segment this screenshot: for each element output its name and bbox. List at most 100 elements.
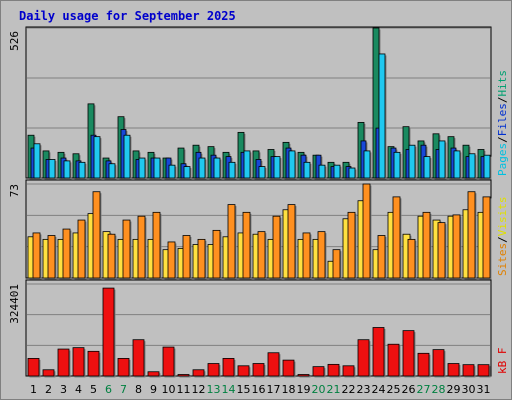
- x-tick-label: 18: [282, 383, 296, 396]
- sites-visits-bar-sites: [317, 231, 326, 279]
- pages-files-hits-bar-pages: [228, 161, 236, 179]
- pages-files-hits-bar-pages: [468, 153, 476, 179]
- kbytes-bar-kb-f: [342, 365, 355, 377]
- sites-visits-bar-sites: [437, 222, 446, 279]
- x-tick-label: 13: [207, 383, 221, 396]
- kbytes-bar-kb-f: [117, 358, 130, 377]
- kbytes-bar-kb-f: [447, 363, 460, 377]
- sites-visits-legend-separator: /: [496, 236, 509, 243]
- pages-files-hits-bar-pages: [183, 166, 191, 179]
- sites-visits-bar-sites: [212, 229, 221, 279]
- sites-visits-bar-sites: [137, 215, 146, 279]
- kbytes-ymax-label: 324401: [8, 284, 21, 324]
- x-tick-label: 31: [477, 383, 491, 396]
- sites-visits-legend: Sites/Visits: [496, 197, 509, 277]
- sites-visits-bar-sites: [287, 204, 296, 279]
- kbytes-bar-kb-f: [162, 346, 175, 377]
- pages-files-hits-bar-pages: [363, 150, 371, 179]
- pages-files-hits-bar-pages: [138, 157, 146, 179]
- x-tick-label: 10: [162, 383, 176, 396]
- pages-files-hits-bar-pages: [318, 164, 326, 179]
- kbytes-bar-kb-f: [282, 359, 295, 377]
- kbytes-bar-kb-f: [462, 364, 475, 377]
- sites-visits-bar-sites: [227, 204, 236, 279]
- kbytes-bar-kb-f: [297, 374, 310, 377]
- sites-visits-bar-sites: [302, 232, 311, 279]
- sites-visits-bar-sites: [32, 232, 41, 279]
- x-tick-label: 11: [177, 383, 191, 396]
- pages-files-hits-bar-pages: [108, 163, 116, 179]
- sites-visits-bar-sites: [242, 211, 251, 279]
- x-tick-label: 5: [90, 383, 97, 396]
- sites-visits-bar-sites: [122, 219, 131, 279]
- x-tick-label: 21: [327, 383, 341, 396]
- sites-visits-bar-sites: [182, 235, 191, 279]
- sites-visits-bar-sites: [92, 191, 101, 279]
- pages-files-hits-bar-pages: [288, 150, 296, 179]
- x-tick-label: 6: [105, 383, 112, 396]
- kbytes-bar-kb-f: [327, 363, 340, 377]
- pages-files-hits-legend-item: Hits: [496, 70, 509, 97]
- kbytes-bar-kb-f: [27, 358, 40, 377]
- sites-visits-bar-sites: [452, 214, 461, 279]
- x-tick-label: 14: [222, 383, 236, 396]
- sites-visits-bar-sites: [107, 233, 116, 279]
- x-tick-label: 22: [342, 383, 356, 396]
- x-tick-label: 26: [402, 383, 416, 396]
- sites-visits-bar-sites: [332, 249, 341, 279]
- pages-files-hits-bar-pages: [408, 144, 416, 179]
- pages-files-hits-bar-pages: [393, 151, 401, 179]
- x-tick-label: 3: [60, 383, 67, 396]
- sites-visits-bar-sites: [467, 191, 476, 279]
- x-tick-label: 25: [387, 383, 401, 396]
- pages-files-hits-bar-pages: [348, 167, 356, 179]
- pages-files-hits-bar-pages: [213, 157, 221, 179]
- kbytes-bar-kb-f: [237, 365, 250, 377]
- pages-files-hits-bar-pages: [153, 157, 161, 179]
- x-tick-label: 17: [267, 383, 281, 396]
- sites-visits-bar-sites: [167, 241, 176, 279]
- sites-visits-bar-sites: [197, 238, 206, 279]
- pages-files-hits-legend: Pages/Files/Hits: [496, 70, 509, 176]
- sites-visits-bar-sites: [272, 215, 281, 279]
- pages-files-hits-bar-pages: [438, 140, 446, 179]
- pages-files-hits-legend-separator: /: [496, 136, 509, 143]
- sites-visits-bar-sites: [377, 235, 386, 279]
- kbytes-bar-kb-f-shadow: [179, 376, 191, 378]
- kbytes-bar-kb-f: [207, 363, 220, 377]
- kbytes-bar-kb-f: [387, 343, 400, 377]
- kbytes-bar-kb-f: [87, 350, 100, 377]
- kbytes-bar-kb-f: [432, 349, 445, 377]
- pages-files-hits-ymax-label: 526: [8, 31, 21, 51]
- kbytes-bar-kb-f: [72, 347, 85, 377]
- x-tick-label: 23: [357, 383, 371, 396]
- sites-visits-bar-sites: [257, 231, 266, 279]
- kbytes-bar-kb-f: [42, 369, 55, 377]
- pages-files-hits-bar-pages: [483, 154, 491, 179]
- sites-visits-legend-item: Sites: [496, 243, 509, 276]
- chart-title: Daily usage for September 2025: [19, 9, 236, 23]
- sites-visits-bar-sites: [347, 211, 356, 279]
- pages-files-hits-legend-separator: /: [496, 97, 509, 104]
- sites-visits-legend-item: Visits: [496, 197, 509, 237]
- x-tick-label: 20: [312, 383, 326, 396]
- pages-files-hits-bar-pages: [423, 156, 431, 179]
- sites-visits-bar-sites: [62, 228, 71, 279]
- sites-visits-bar-sites: [77, 219, 86, 279]
- kbytes-bar-kb-f: [402, 330, 415, 377]
- x-tick-label: 7: [120, 383, 127, 396]
- x-tick-label: 16: [252, 383, 266, 396]
- pages-files-hits-bar-pages: [48, 159, 56, 179]
- pages-files-hits-legend-item: Files: [496, 103, 509, 136]
- kbytes-bar-kb-f: [477, 364, 490, 377]
- x-tick-label: 15: [237, 383, 251, 396]
- x-tick-label: 4: [75, 383, 82, 396]
- kbytes-bar-kb-f: [357, 339, 370, 377]
- x-tick-label: 19: [297, 383, 311, 396]
- kbytes-bar-kb-f: [177, 374, 190, 377]
- pages-files-hits-legend-item: Pages: [496, 143, 509, 176]
- pages-files-hits-bar-pages: [303, 161, 311, 179]
- x-tick-label: 9: [150, 383, 157, 396]
- kbytes-bar-kb-f: [372, 327, 385, 377]
